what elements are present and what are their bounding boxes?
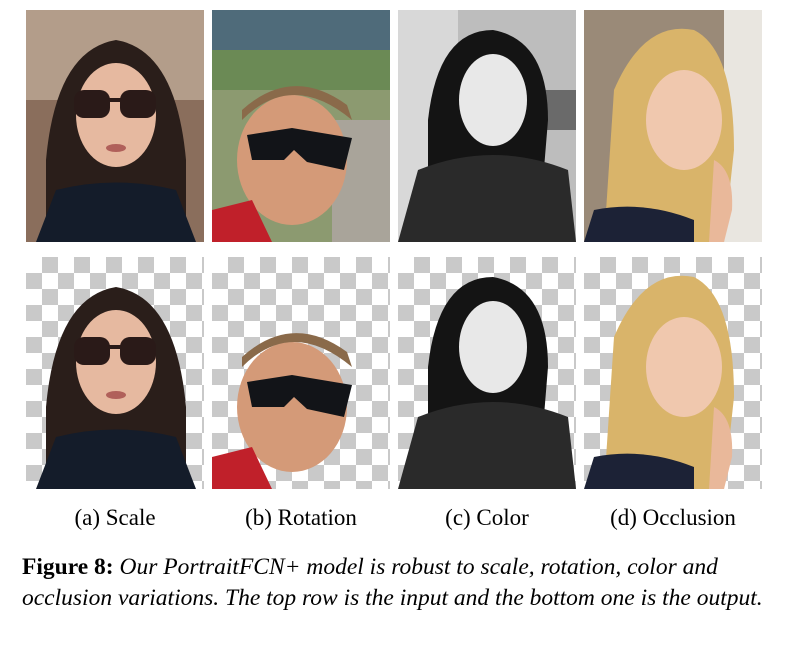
input-image-rotation	[212, 10, 390, 242]
figure-grid	[26, 10, 762, 489]
input-image-color	[398, 10, 576, 242]
sublabel-color: (c) Color	[445, 505, 529, 530]
sublabel-occlusion: (d) Occlusion	[610, 505, 736, 530]
input-image-scale	[26, 10, 204, 242]
input-image-occlusion	[584, 10, 762, 242]
output-image-occlusion	[584, 257, 762, 489]
figure-caption: Figure 8: Our PortraitFCN+ model is robu…	[22, 552, 767, 614]
sublabel-scale: (a) Scale	[74, 505, 156, 530]
caption-text: Our PortraitFCN+ model is robust to scal…	[22, 554, 763, 611]
output-image-scale	[26, 257, 204, 489]
figure-number: Figure 8:	[22, 554, 114, 580]
output-image-color	[398, 257, 576, 489]
output-image-rotation	[212, 257, 390, 489]
sublabel-rotation: (b) Rotation	[245, 505, 357, 530]
